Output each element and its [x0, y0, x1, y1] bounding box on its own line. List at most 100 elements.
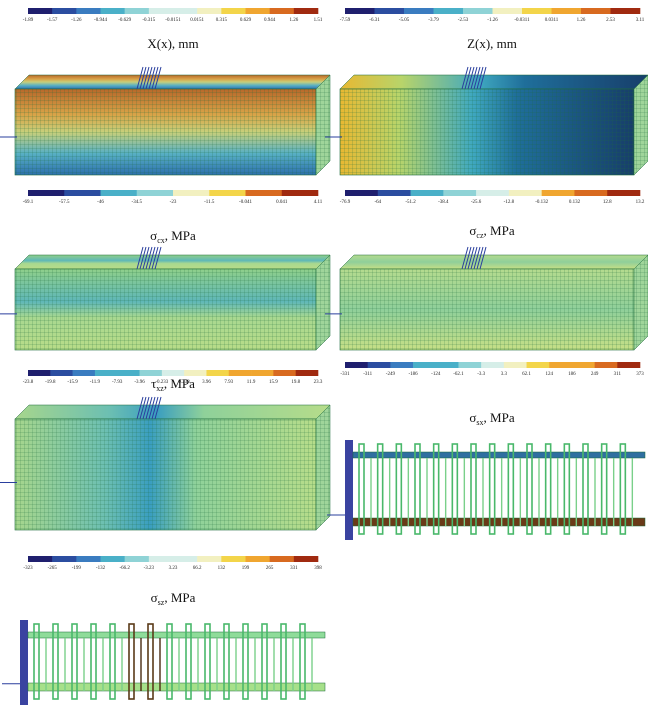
- colorbar-tick-label: -7.93: [112, 380, 123, 385]
- colorbar-tick-label: 249: [591, 372, 599, 377]
- colorbar-tick-label: -19.8: [45, 380, 56, 385]
- label-unit: , MPa: [164, 590, 195, 605]
- colorbar-segment: [149, 556, 173, 562]
- panel-label: Z(x), mm: [467, 36, 517, 51]
- colorbar-segment: [52, 8, 76, 14]
- colorbar-segment: [390, 362, 413, 368]
- colorbar-tick-label: -1.57: [47, 18, 58, 23]
- colorbar-tick-label: 265: [266, 566, 274, 571]
- end-plate: [20, 620, 28, 705]
- colorbar-tick-label: -0.315: [142, 18, 155, 23]
- colorbar-segment: [345, 8, 375, 14]
- colorbar-tick-label: -76.9: [340, 200, 351, 205]
- colorbar-tick-label: -249: [386, 372, 396, 377]
- colorbar-segment: [149, 8, 173, 14]
- colorbar-segment: [273, 370, 296, 376]
- label-symbol: X(x), mm: [147, 36, 198, 51]
- colorbar-tick-label: 373: [636, 372, 644, 377]
- colorbar-tick-label: -0.944: [94, 18, 107, 23]
- colorbar-tick-label: 199: [242, 566, 250, 571]
- colorbar-segment: [595, 362, 618, 368]
- label-subscript: cx: [157, 236, 165, 245]
- colorbar-segment: [173, 8, 197, 14]
- beam-mesh: [340, 89, 634, 175]
- colorbar-tick-label: 0.0311: [545, 18, 559, 23]
- colorbar-segment: [611, 8, 641, 14]
- colorbar-segment: [28, 556, 52, 562]
- colorbar-tick-label: -1.26: [487, 18, 498, 23]
- colorbar-tick-label: -51.2: [405, 200, 416, 205]
- colorbar-tick-label: 398: [314, 566, 322, 571]
- label-unit: , MPa: [165, 228, 196, 243]
- beam-top: [340, 75, 648, 89]
- beam-mesh: [15, 419, 316, 530]
- end-plate: [345, 440, 353, 540]
- colorbar-segment: [476, 190, 509, 196]
- colorbar-tick-label: -38.4: [438, 200, 449, 205]
- colorbar-tick-label: -311: [363, 372, 372, 377]
- beam-top: [15, 255, 330, 269]
- colorbar-tick-label: -3.96: [134, 380, 145, 385]
- colorbar-segment: [246, 556, 270, 562]
- colorbar-segment: [125, 556, 149, 562]
- colorbar-tick-label: -0.0311: [514, 18, 530, 23]
- colorbar-tick-label: -1.26: [71, 18, 82, 23]
- colorbar-tick-label: 3.96: [202, 380, 211, 385]
- colorbar-segment: [434, 8, 464, 14]
- colorbar-tick-label: -186: [408, 372, 418, 377]
- colorbar-segment: [246, 190, 283, 196]
- colorbar-tick-label: 66.2: [193, 566, 202, 571]
- colorbar-segment: [345, 362, 368, 368]
- label-symbol: σ: [150, 228, 157, 243]
- colorbar-tick-label: 132: [218, 566, 226, 571]
- colorbar-segment: [173, 190, 210, 196]
- colorbar-segment: [296, 370, 319, 376]
- colorbar-segment: [443, 190, 476, 196]
- colorbar-tick-label: -11.9: [90, 380, 101, 385]
- beam-side-mesh: [316, 75, 330, 175]
- colorbar-segment: [50, 370, 73, 376]
- colorbar-segment: [493, 8, 523, 14]
- colorbar-segment: [617, 362, 640, 368]
- colorbar-segment: [481, 362, 504, 368]
- panel-label: σcx, MPa: [150, 228, 196, 245]
- colorbar-tick-label: 7.93: [224, 380, 233, 385]
- colorbar-segment: [368, 362, 391, 368]
- colorbar-segment: [463, 8, 493, 14]
- colorbar-segment: [294, 8, 318, 14]
- figure: -1.89-1.57-1.26-0.944-0.629-0.315-0.0151…: [0, 0, 648, 708]
- colorbar-tick-label: -57.5: [59, 200, 70, 205]
- colorbar-tick-label: 3.3: [501, 372, 508, 377]
- colorbar-tick-label: -124: [431, 372, 441, 377]
- beam-mesh: [15, 269, 316, 350]
- colorbar-segment: [28, 190, 65, 196]
- colorbar-tick-label: -5.05: [399, 18, 410, 23]
- label-symbol: Z(x), mm: [467, 36, 517, 51]
- colorbar-segment: [101, 8, 125, 14]
- colorbar-segment: [28, 8, 52, 14]
- colorbar-segment: [76, 8, 100, 14]
- colorbar-tick-label: -0.132: [535, 200, 548, 205]
- beam-side-mesh: [316, 405, 330, 530]
- colorbar-segment: [574, 190, 607, 196]
- colorbar-segment: [101, 190, 138, 196]
- colorbar-tick-label: -132: [96, 566, 106, 571]
- colorbar-segment: [552, 8, 582, 14]
- colorbar-segment: [378, 190, 411, 196]
- colorbar-segment: [504, 362, 527, 368]
- colorbar-segment: [125, 8, 149, 14]
- beam-top: [15, 75, 330, 89]
- colorbar-segment: [73, 370, 96, 376]
- colorbar-segment: [197, 8, 221, 14]
- colorbar-segment: [436, 362, 459, 368]
- label-unit: , MPa: [164, 376, 195, 391]
- panel-label: σsx, MPa: [469, 410, 514, 427]
- colorbar-tick-label: -331: [340, 372, 350, 377]
- colorbar-segment: [173, 556, 197, 562]
- colorbar-tick-label: 15.9: [269, 380, 278, 385]
- colorbar-segment: [404, 8, 434, 14]
- beam-top: [15, 405, 330, 419]
- colorbar-tick-label: 4.11: [314, 200, 323, 205]
- colorbar-segment: [572, 362, 595, 368]
- colorbar-segment: [229, 370, 252, 376]
